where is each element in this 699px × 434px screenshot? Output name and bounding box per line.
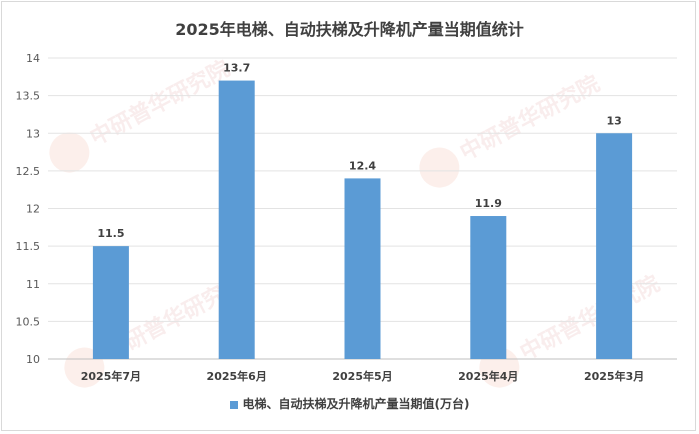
bar <box>92 246 129 359</box>
data-label: 11.9 <box>475 197 502 210</box>
bar <box>344 178 381 359</box>
x-tick-label: 2025年5月 <box>332 369 392 383</box>
bar <box>596 133 633 359</box>
chart-title: 2025年电梯、自动扶梯及升降机产量当期值统计 <box>175 20 524 39</box>
legend-swatch <box>229 400 238 409</box>
y-axis: 10 10.5 11 11.5 12 12.5 13 13.5 14 <box>16 52 41 366</box>
data-label: 11.5 <box>97 227 124 240</box>
data-label: 12.4 <box>349 159 376 172</box>
legend: 电梯、自动扶梯及升降机产量当期值(万台) <box>0 395 699 412</box>
bars: 11.5 13.7 12.4 11.9 13 <box>92 62 633 359</box>
y-tick-label: 14 <box>26 52 40 65</box>
y-tick-label: 12.5 <box>16 165 41 178</box>
bar <box>218 80 255 359</box>
legend-label: 电梯、自动扶梯及升降机产量当期值(万台) <box>242 397 470 411</box>
bar <box>470 216 507 359</box>
y-tick-label: 13.5 <box>16 90 41 103</box>
data-label: 13 <box>606 114 621 127</box>
x-tick-label: 2025年3月 <box>584 369 644 383</box>
y-tick-label: 11 <box>26 278 40 291</box>
x-axis: 2025年7月 2025年6月 2025年5月 2025年4月 2025年3月 <box>81 369 644 383</box>
data-label: 13.7 <box>223 62 250 75</box>
x-tick-label: 2025年7月 <box>81 369 141 383</box>
y-tick-label: 10 <box>26 353 40 366</box>
y-tick-label: 13 <box>26 127 40 140</box>
x-tick-label: 2025年6月 <box>207 369 267 383</box>
y-tick-label: 12 <box>26 203 40 216</box>
x-tick-label: 2025年4月 <box>458 369 518 383</box>
y-tick-label: 11.5 <box>16 240 41 253</box>
y-tick-label: 10.5 <box>16 315 41 328</box>
